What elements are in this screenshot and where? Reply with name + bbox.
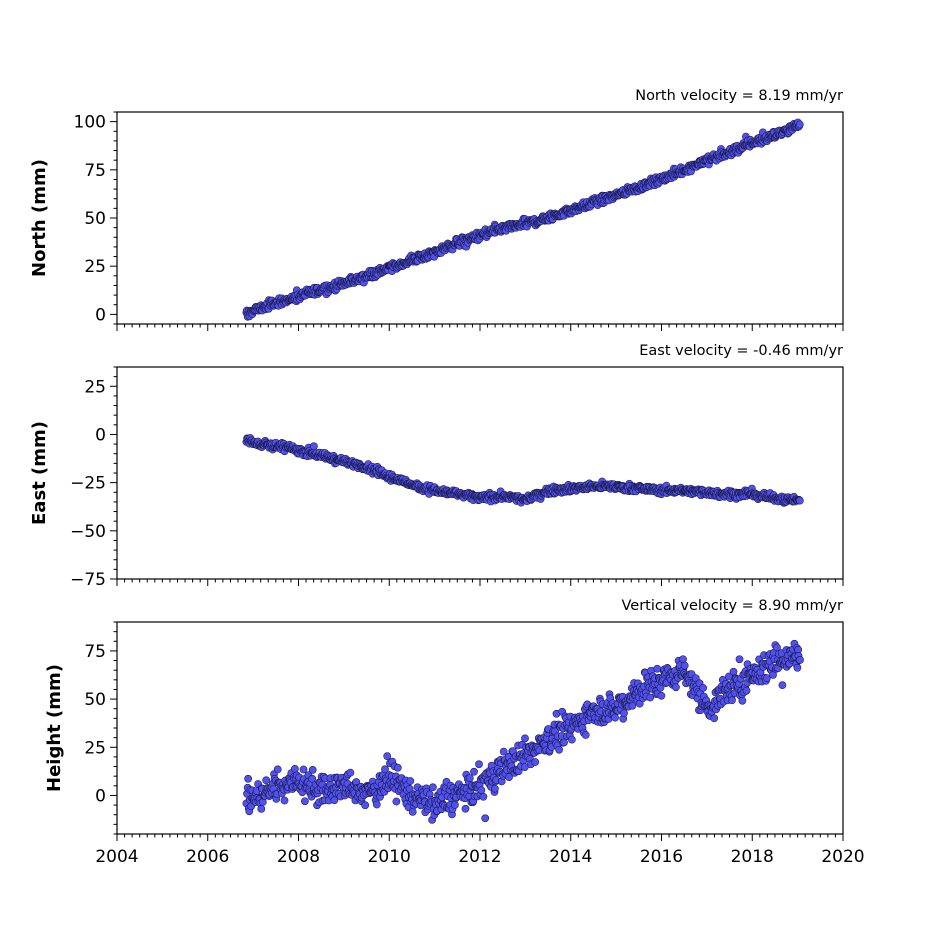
y-tick-label: 0 (95, 786, 106, 806)
data-point (763, 674, 771, 682)
data-point (308, 774, 317, 783)
y-tick-label: 25 (84, 377, 106, 397)
data-point (653, 664, 662, 673)
panel-title: East velocity = -0.46 mm/yr (639, 343, 843, 359)
data-point (330, 796, 339, 805)
data-point (461, 804, 470, 813)
data-point (531, 758, 540, 766)
data-point (672, 683, 680, 692)
data-point (273, 765, 282, 774)
x-tick-label: 2008 (277, 847, 320, 867)
data-point (679, 655, 687, 664)
data-point (429, 783, 437, 792)
data-point (465, 774, 474, 782)
data-point (491, 784, 499, 793)
data-point (742, 686, 751, 695)
axes-frame (116, 366, 844, 580)
data-point (280, 796, 289, 805)
data-point (372, 800, 381, 809)
data-point (291, 765, 299, 773)
data-point (406, 777, 415, 785)
data-point (392, 797, 401, 806)
data-point (796, 496, 804, 505)
x-tick-label: 2014 (549, 847, 592, 867)
data-point (381, 765, 389, 774)
data-points (242, 118, 804, 321)
data-point (481, 814, 490, 823)
panel-0: 0 25 50 75 100 North velocity = 8.19 mm/yr Nor… (29, 88, 844, 331)
x-tick-label: 2006 (186, 847, 229, 867)
y-tick-label: 50 (84, 209, 106, 229)
data-point (728, 696, 736, 705)
panel-2: 2004 2006 2008 2010 2012 2014 2016 2018 2020 0 25 5… (44, 598, 865, 867)
x-tick-label: 2018 (731, 847, 774, 867)
data-point (475, 760, 483, 769)
data-point (310, 442, 318, 451)
data-point (479, 792, 488, 801)
y-tick-label: 25 (84, 257, 106, 277)
data-point (393, 763, 402, 772)
data-point (657, 691, 666, 700)
data-point (470, 767, 478, 776)
data-point (793, 663, 802, 672)
y-tick-label: −25 (70, 474, 106, 494)
panel-1: −75 −50 −25 0 25 East velocity = -0.46 mm/yr E… (29, 343, 844, 590)
data-point (257, 805, 266, 813)
data-point (505, 773, 513, 781)
data-point (735, 655, 744, 664)
y-tick-label: 100 (74, 113, 106, 133)
data-point (308, 766, 317, 774)
data-point (262, 776, 271, 785)
data-point (795, 120, 804, 129)
y-axis-label: Height (mm) (44, 664, 65, 792)
panel-title: Vertical velocity = 8.90 mm/yr (622, 598, 844, 614)
y-tick-label: 75 (84, 161, 106, 181)
data-point (408, 808, 417, 816)
data-point (796, 656, 804, 664)
data-point (555, 745, 563, 754)
x-tick-label: 2020 (821, 847, 864, 867)
y-axis-label: East (mm) (29, 421, 50, 525)
data-point (628, 701, 637, 710)
data-point (778, 681, 787, 689)
x-tick-label: 2010 (368, 847, 411, 867)
data-point (346, 768, 355, 777)
data-points (242, 639, 804, 824)
data-points (242, 434, 804, 507)
data-point (738, 696, 747, 705)
x-tick-label: 2004 (95, 847, 138, 867)
y-axis-label: North (mm) (29, 159, 50, 277)
data-point (710, 714, 719, 723)
data-point (301, 797, 309, 806)
axes-frame (116, 621, 844, 835)
data-point (620, 709, 628, 718)
data-point (611, 713, 619, 722)
x-tick-label: 2016 (640, 847, 683, 867)
data-point (451, 801, 459, 809)
data-point (521, 734, 529, 743)
data-point (699, 684, 707, 692)
data-point (477, 786, 486, 795)
data-point (680, 661, 689, 670)
data-point (299, 765, 308, 774)
y-tick-label: 0 (95, 305, 106, 325)
data-point (499, 747, 508, 756)
data-point (581, 731, 590, 739)
data-point (646, 693, 655, 702)
data-point (383, 752, 392, 760)
x-tick-label: 2012 (458, 847, 501, 867)
y-tick-label: 50 (84, 690, 106, 710)
y-tick-label: 25 (84, 738, 106, 758)
y-tick-label: −50 (70, 522, 106, 542)
data-point (560, 738, 568, 747)
data-point (361, 801, 370, 810)
panel-title: North velocity = 8.19 mm/yr (635, 88, 843, 104)
data-point (568, 735, 576, 744)
y-tick-label: −75 (70, 570, 106, 590)
y-tick-label: 0 (95, 425, 106, 445)
data-point (244, 774, 252, 783)
y-tick-label: 75 (84, 642, 106, 662)
